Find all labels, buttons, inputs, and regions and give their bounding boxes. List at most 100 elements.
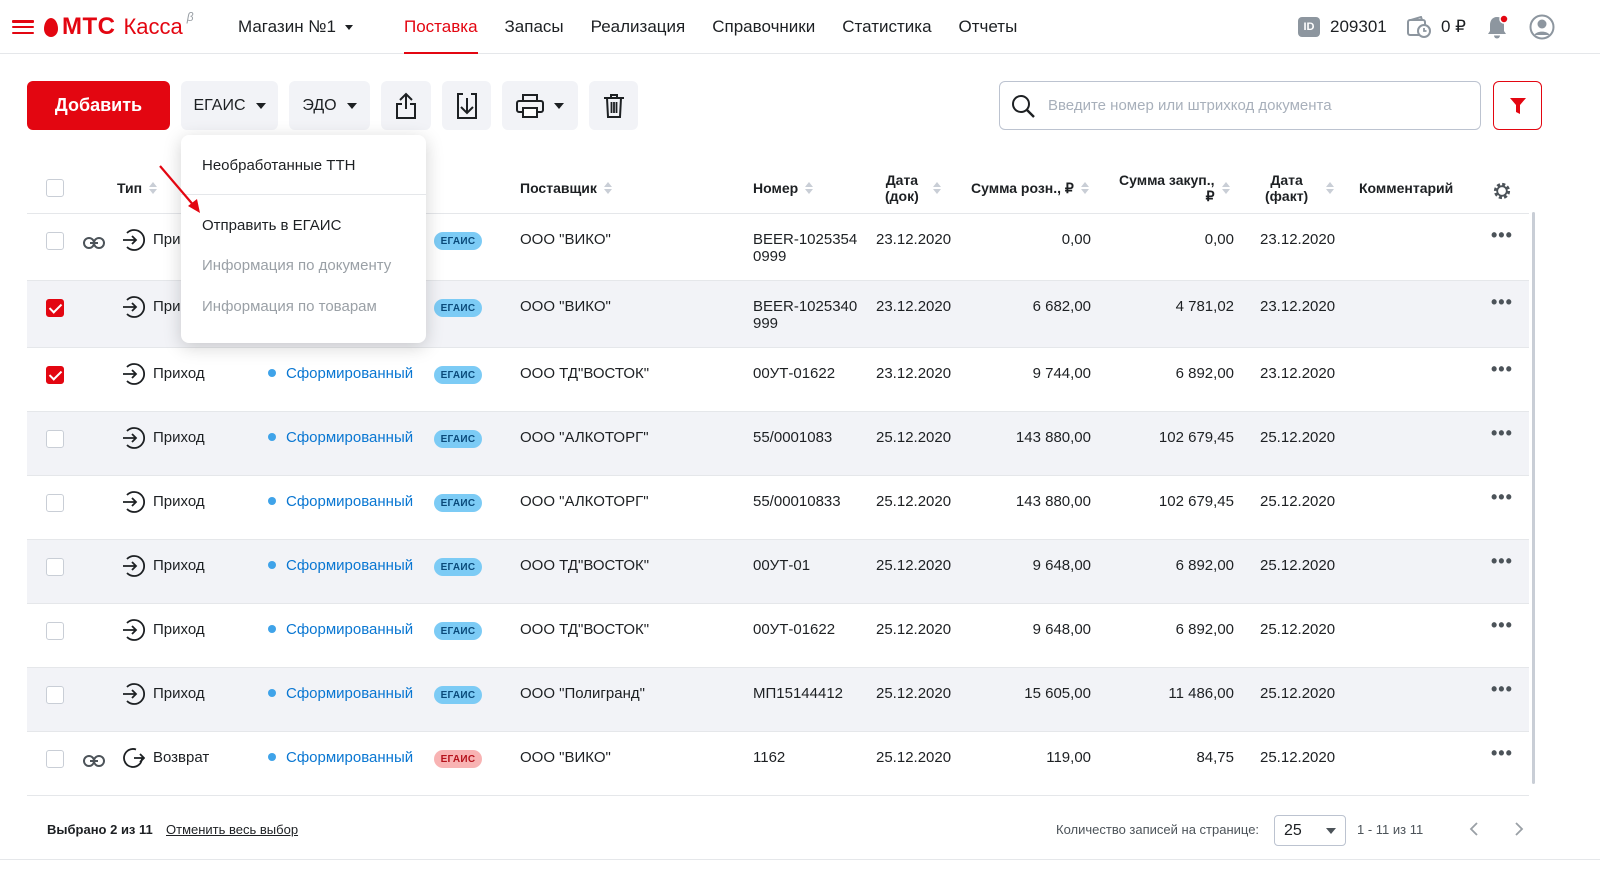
printer-icon bbox=[516, 93, 544, 118]
row-number-line: BEER-1025354 bbox=[753, 231, 858, 248]
row-date-fact: 25.12.2020 bbox=[1260, 557, 1336, 574]
import-icon bbox=[456, 92, 477, 119]
column-date-fact[interactable]: Дата (факт) bbox=[1265, 162, 1335, 214]
column-date-doc[interactable]: Дата (док) bbox=[885, 162, 941, 214]
table-row[interactable]: Возврат Сформированный ЕГАИС ООО "ВИКО" 1162… bbox=[27, 732, 1529, 796]
row-more-button[interactable]: ••• bbox=[1491, 743, 1513, 763]
row-supplier: ООО "ВИКО" bbox=[520, 231, 611, 248]
edo-dropdown-button[interactable]: ЭДО bbox=[289, 81, 370, 130]
store-selector[interactable]: Магазин №1 bbox=[238, 17, 353, 37]
row-status: Сформированный bbox=[268, 557, 413, 574]
row-more-button[interactable]: ••• bbox=[1491, 225, 1513, 245]
row-more-button[interactable]: ••• bbox=[1491, 423, 1513, 443]
row-checkbox[interactable] bbox=[46, 299, 64, 317]
row-number-line: МП15144412 bbox=[753, 685, 844, 702]
egais-dropdown-button[interactable]: ЕГАИС bbox=[181, 81, 278, 130]
column-sum-retail[interactable]: Сумма розн., ₽ bbox=[971, 162, 1089, 214]
chevron-right-icon[interactable] bbox=[1512, 820, 1526, 838]
egais-tag: ЕГАИС bbox=[434, 299, 482, 317]
row-number: 00УТ-01622 bbox=[753, 621, 835, 638]
add-button[interactable]: Добавить bbox=[27, 81, 170, 130]
menu-item-unprocessed-ttn[interactable]: Необработанные ТТН bbox=[202, 157, 356, 174]
row-status: Сформированный bbox=[268, 749, 413, 766]
row-checkbox[interactable] bbox=[46, 232, 64, 250]
wallet-icon[interactable] bbox=[1407, 16, 1431, 38]
nav-item-directories[interactable]: Справочники bbox=[712, 17, 816, 36]
print-dropdown-button[interactable] bbox=[502, 81, 578, 130]
gear-icon[interactable] bbox=[1492, 181, 1512, 201]
row-supplier: ООО "ВИКО" bbox=[520, 298, 611, 315]
logo[interactable]: МТС Касса β bbox=[44, 10, 194, 42]
row-status: Сформированный bbox=[268, 685, 413, 702]
search-input[interactable] bbox=[1048, 97, 1448, 114]
chevron-left-icon[interactable] bbox=[1467, 820, 1481, 838]
nav-item-supply[interactable]: Поставка bbox=[404, 0, 478, 54]
incoming-icon bbox=[123, 555, 145, 577]
nav-item-stock[interactable]: Запасы bbox=[504, 17, 564, 36]
column-sum-purchase[interactable]: Сумма закуп., ₽ bbox=[1119, 162, 1230, 214]
column-supplier[interactable]: Поставщик bbox=[520, 162, 612, 214]
row-checkbox[interactable] bbox=[46, 622, 64, 640]
menu-item-document-info[interactable]: Информация по документу bbox=[202, 257, 392, 274]
table-row[interactable]: Приход Сформированный ЕГАИС ООО ТД"ВОСТОК" 0… bbox=[27, 604, 1529, 668]
row-checkbox[interactable] bbox=[46, 366, 64, 384]
row-more-button[interactable]: ••• bbox=[1491, 487, 1513, 507]
vertical-scrollbar[interactable] bbox=[1532, 212, 1535, 784]
link-icon[interactable] bbox=[83, 754, 105, 768]
sort-icon bbox=[932, 182, 941, 194]
row-sum-retail: 143 880,00 bbox=[1015, 493, 1091, 510]
egais-tag: ЕГАИС bbox=[434, 430, 482, 448]
cancel-selection-link[interactable]: Отменить весь выбор bbox=[166, 822, 299, 837]
column-number-label: Номер bbox=[753, 180, 799, 196]
menu-item-goods-info[interactable]: Информация по товарам bbox=[202, 298, 377, 315]
row-number-line: 1162 bbox=[753, 749, 786, 766]
nav-item-statistics[interactable]: Статистика bbox=[842, 17, 932, 36]
per-page-select[interactable]: 25 bbox=[1274, 815, 1346, 846]
row-more-button[interactable]: ••• bbox=[1491, 615, 1513, 635]
row-sum-purchase: 4 781,02 bbox=[1175, 298, 1234, 315]
column-number[interactable]: Номер bbox=[753, 162, 814, 214]
status-dot bbox=[268, 561, 276, 569]
row-checkbox[interactable] bbox=[46, 686, 64, 704]
user-avatar-icon[interactable] bbox=[1529, 14, 1555, 40]
nav-item-sales[interactable]: Реализация bbox=[590, 17, 686, 36]
row-checkbox[interactable] bbox=[46, 750, 64, 768]
nav-item-reports[interactable]: Отчеты bbox=[958, 17, 1018, 36]
table-row[interactable]: Приход Сформированный ЕГАИС ООО "Полигранд"… bbox=[27, 668, 1529, 732]
egais-tag: ЕГАИС bbox=[434, 686, 482, 704]
table-row[interactable]: Приход Сформированный ЕГАИС ООО "АЛКОТОРГ" 5… bbox=[27, 476, 1529, 540]
table-body: При ЕГАИС ООО "ВИКО" BEER-1025354 0999 23.12.… bbox=[27, 214, 1529, 796]
status-text: Сформированный bbox=[286, 365, 414, 382]
select-all-checkbox[interactable] bbox=[46, 179, 64, 197]
row-sum-purchase: 0,00 bbox=[1204, 231, 1234, 248]
bell-icon[interactable] bbox=[1485, 14, 1509, 40]
row-type: Приход bbox=[153, 493, 205, 510]
row-number-line: BEER-1025340 bbox=[753, 298, 858, 315]
row-more-button[interactable]: ••• bbox=[1491, 359, 1513, 379]
link-icon[interactable] bbox=[83, 236, 105, 250]
menu-item-send-egais[interactable]: Отправить в ЕГАИС bbox=[202, 217, 342, 234]
filter-button[interactable] bbox=[1493, 81, 1542, 130]
search-icon bbox=[1012, 94, 1035, 118]
row-checkbox[interactable] bbox=[46, 430, 64, 448]
table-row[interactable]: Приход Сформированный ЕГАИС ООО "АЛКОТОРГ" 5… bbox=[27, 412, 1529, 476]
chevron-down-icon bbox=[255, 102, 266, 109]
row-type: При bbox=[153, 231, 181, 248]
import-button[interactable] bbox=[442, 81, 491, 130]
row-more-button[interactable]: ••• bbox=[1491, 551, 1513, 571]
incoming-icon bbox=[123, 491, 145, 513]
delete-button[interactable] bbox=[589, 81, 638, 130]
row-more-button[interactable]: ••• bbox=[1491, 292, 1513, 312]
row-more-button[interactable]: ••• bbox=[1491, 679, 1513, 699]
status-dot bbox=[268, 497, 276, 505]
egais-tag: ЕГАИС bbox=[434, 558, 482, 576]
table-row[interactable]: Приход Сформированный ЕГАИС ООО ТД"ВОСТОК" 0… bbox=[27, 348, 1529, 412]
column-type[interactable]: Тип bbox=[117, 162, 158, 214]
menu-icon[interactable] bbox=[12, 20, 34, 34]
egais-dropdown-menu: Необработанные ТТН Отправить в ЕГАИС Инф… bbox=[181, 135, 426, 343]
row-checkbox[interactable] bbox=[46, 494, 64, 512]
table-row[interactable]: Приход Сформированный ЕГАИС ООО ТД"ВОСТОК" 0… bbox=[27, 540, 1529, 604]
row-type: Приход bbox=[153, 685, 205, 702]
export-button[interactable] bbox=[381, 81, 431, 130]
row-checkbox[interactable] bbox=[46, 558, 64, 576]
